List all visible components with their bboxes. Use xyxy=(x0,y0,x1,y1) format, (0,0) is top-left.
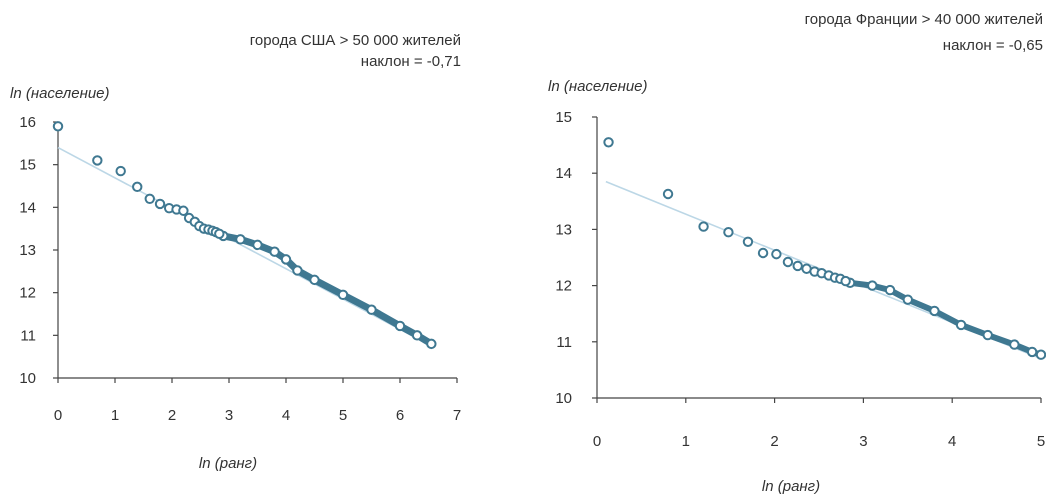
x-tick-label: 1 xyxy=(682,433,690,450)
x-tick-label: 4 xyxy=(948,433,956,450)
data-point xyxy=(955,319,967,331)
chart-title-line-2: наклон = -0,71 xyxy=(361,53,461,70)
data-point xyxy=(178,205,189,216)
data-point xyxy=(366,304,377,315)
x-tick-label: 2 xyxy=(168,407,176,424)
data-point xyxy=(214,228,225,239)
y-tick-label: 14 xyxy=(19,199,36,216)
chart-france: города Франции > 40 000 жителей наклон =… xyxy=(548,11,1046,495)
trend-line xyxy=(57,146,432,347)
y-tick-label: 13 xyxy=(555,221,572,238)
x-tick-label: 4 xyxy=(282,407,290,424)
data-point xyxy=(982,329,993,341)
data-point xyxy=(1035,349,1046,360)
x-tick-label: 3 xyxy=(225,407,233,424)
data-point xyxy=(52,121,64,132)
data-point xyxy=(792,260,803,272)
data-point xyxy=(662,188,674,200)
y-tick-label: 14 xyxy=(555,165,572,182)
x-tick-label: 3 xyxy=(859,433,867,450)
y-tick-label: 10 xyxy=(555,390,572,407)
data-point xyxy=(269,246,280,257)
y-axis-label: ln (население) xyxy=(548,78,648,95)
data-point xyxy=(884,284,896,296)
chart-title-line-1: города Франции > 40 000 жителей xyxy=(805,11,1043,28)
x-tick-label: 5 xyxy=(339,407,347,424)
data-point xyxy=(771,248,782,260)
data-point xyxy=(1026,346,1038,358)
x-tick-label: 0 xyxy=(593,433,601,450)
y-tick-label: 12 xyxy=(19,285,36,302)
data-point xyxy=(132,181,143,193)
data-point xyxy=(280,254,292,265)
data-point xyxy=(723,227,734,238)
data-point xyxy=(235,234,246,245)
data-point xyxy=(154,198,166,210)
data-point xyxy=(698,221,709,232)
data-point xyxy=(742,236,754,247)
data-point xyxy=(115,165,126,177)
y-tick-label: 15 xyxy=(555,109,572,126)
chart-usa: города США > 50 000 жителей наклон = -0,… xyxy=(10,32,461,472)
data-point xyxy=(840,275,851,287)
data-point xyxy=(1009,339,1020,350)
data-point xyxy=(867,280,878,291)
data-point xyxy=(603,137,614,148)
data-point xyxy=(426,338,437,350)
data-point xyxy=(902,294,913,305)
x-tick-label: 0 xyxy=(54,407,62,424)
y-tick-label: 15 xyxy=(19,157,36,174)
y-tick-label: 13 xyxy=(19,242,36,259)
data-point xyxy=(252,239,263,251)
y-tick-label: 11 xyxy=(20,327,36,344)
data-point-cluster xyxy=(847,279,1044,358)
y-tick-label: 16 xyxy=(19,114,36,131)
y-tick-label: 11 xyxy=(556,334,572,351)
data-point xyxy=(92,155,103,166)
y-tick-label: 12 xyxy=(555,278,572,295)
data-point xyxy=(144,193,155,205)
x-tick-label: 5 xyxy=(1037,433,1045,450)
chart-title-line-2: наклон = -0,65 xyxy=(943,37,1043,54)
data-point xyxy=(411,330,423,341)
x-tick-label: 6 xyxy=(396,407,404,424)
data-point xyxy=(309,274,320,286)
y-tick-label: 10 xyxy=(19,370,36,387)
data-point xyxy=(337,289,349,300)
data-point xyxy=(394,320,406,332)
data-point xyxy=(292,265,303,276)
x-axis-label: ln (ранг) xyxy=(762,478,820,495)
x-tick-label: 7 xyxy=(453,407,461,424)
x-tick-label: 2 xyxy=(770,433,778,450)
data-point xyxy=(929,305,940,317)
y-axis-label: ln (население) xyxy=(10,85,110,102)
x-axis-label: ln (ранг) xyxy=(199,455,257,472)
data-point xyxy=(757,247,769,259)
chart-title-line-1: города США > 50 000 жителей xyxy=(250,32,461,49)
x-tick-label: 1 xyxy=(111,407,119,424)
data-point xyxy=(782,256,794,268)
